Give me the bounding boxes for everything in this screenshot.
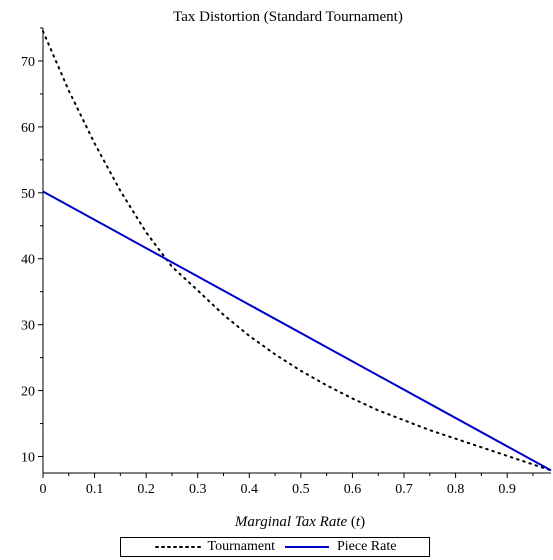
x-axis-label-text: Marginal Tax Rate xyxy=(234,514,348,530)
legend-item-piece-rate: Piece Rate xyxy=(283,539,396,555)
x-tick-label: 0.9 xyxy=(498,482,516,497)
y-tick-label: 70 xyxy=(21,55,35,70)
x-tick-label: 0.7 xyxy=(395,482,413,497)
legend-label-tournament: Tournament xyxy=(207,539,275,554)
chart-title: Tax Distortion (Standard Tournament) xyxy=(173,9,403,25)
x-tick-label: 0.8 xyxy=(447,482,465,497)
x-tick-label: 0.2 xyxy=(137,482,155,497)
legend-item-tournament: Tournament xyxy=(154,539,275,555)
y-tick-label: 40 xyxy=(21,253,35,268)
y-tick-label: 60 xyxy=(21,121,35,136)
x-axis-label-variable: t xyxy=(356,514,361,530)
y-tick-label: 10 xyxy=(21,451,35,466)
y-tick-label: 30 xyxy=(21,319,35,334)
legend-swatch-piece-rate xyxy=(284,546,329,548)
legend: Tournament Piece Rate xyxy=(120,537,430,557)
x-tick-label: 0.6 xyxy=(344,482,362,497)
y-tick-label: 50 xyxy=(21,187,35,202)
axes-layer: 0 0.1 0.2 0.3 0.4 0.5 0.6 0.7 0.8 0.9 10 20 30 40 50 60… xyxy=(21,27,551,497)
y-tick-label: 20 xyxy=(21,385,35,400)
legend-swatch-tournament xyxy=(154,546,201,548)
series-line-tournament xyxy=(42,30,552,472)
legend-label-piece-rate: Piece Rate xyxy=(336,539,397,554)
x-tick-label: 0.5 xyxy=(292,482,310,497)
x-tick-label: 0.1 xyxy=(86,482,104,497)
x-tick-label: 0 xyxy=(40,482,47,497)
x-axis-label: Marginal Tax Rate (t) xyxy=(234,514,365,530)
series-layer xyxy=(42,30,552,472)
series-line-piece-rate xyxy=(42,190,552,472)
x-tick-label: 0.3 xyxy=(189,482,207,497)
x-tick-label: 0.4 xyxy=(241,482,259,497)
